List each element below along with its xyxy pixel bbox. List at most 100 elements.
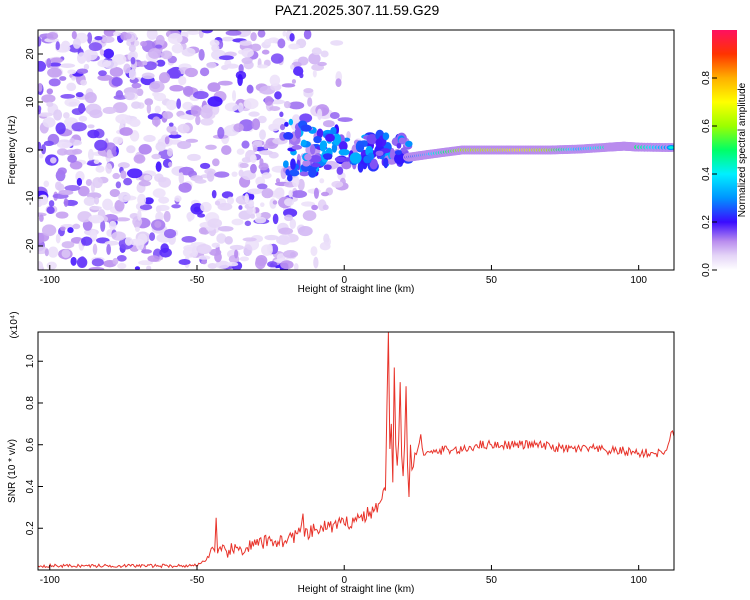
noise-blob xyxy=(114,199,125,212)
noise-blob xyxy=(269,106,281,111)
noise-blob xyxy=(211,242,221,248)
noise-blob xyxy=(66,82,77,92)
noise-blob xyxy=(112,136,123,145)
noise-blob xyxy=(246,207,254,214)
noise-blob xyxy=(152,188,166,198)
noise-blob xyxy=(78,256,87,268)
noise-blob xyxy=(112,150,117,157)
noise-blob xyxy=(119,127,133,136)
transition-blob xyxy=(405,140,413,148)
noise-blob xyxy=(38,36,42,47)
noise-blob xyxy=(226,196,235,205)
noise-blob xyxy=(178,259,191,266)
noise-blob xyxy=(142,60,148,66)
noise-blob xyxy=(215,260,230,269)
noise-blob xyxy=(206,170,215,182)
noise-blob xyxy=(50,157,57,164)
noise-blob xyxy=(178,75,187,86)
noise-blob xyxy=(112,172,121,180)
noise-blob xyxy=(156,59,166,67)
noise-blob xyxy=(60,226,66,231)
noise-blob xyxy=(171,204,181,209)
noise-blob xyxy=(256,183,268,190)
noise-blob xyxy=(249,154,257,163)
noise-blob xyxy=(269,74,281,87)
noise-blob xyxy=(185,30,200,35)
noise-blob xyxy=(207,82,221,93)
noise-blob xyxy=(143,197,154,205)
noise-blob xyxy=(57,167,67,175)
noise-blob xyxy=(115,181,122,189)
noise-blob xyxy=(258,162,269,171)
noise-blob xyxy=(48,200,55,207)
noise-blob xyxy=(307,97,313,107)
noise-blob xyxy=(182,101,194,111)
noise-blob xyxy=(149,80,165,93)
spectrogram-y-axis: -20 -10 0 10 20 xyxy=(25,48,43,253)
colorbar-tick-label: 0.8 xyxy=(701,71,712,85)
noise-blob xyxy=(102,106,117,115)
noise-blob xyxy=(38,141,42,151)
noise-blob xyxy=(226,261,239,267)
noise-blob xyxy=(91,258,104,267)
noise-blob xyxy=(108,220,117,230)
noise-blob xyxy=(155,211,164,222)
noise-blob xyxy=(267,37,280,44)
noise-blob xyxy=(217,202,233,211)
noise-blob xyxy=(169,84,184,92)
noise-blob xyxy=(143,174,152,181)
noise-blob xyxy=(261,49,270,55)
transition-blob xyxy=(311,163,321,168)
noise-blob xyxy=(83,63,90,70)
noise-blob xyxy=(201,30,213,34)
colorbar-tick-label: 0.4 xyxy=(701,167,712,181)
noise-blob xyxy=(128,44,136,53)
noise-blob xyxy=(157,177,167,183)
noise-blob xyxy=(44,248,49,257)
transition-blob xyxy=(286,174,293,182)
noise-blob xyxy=(83,196,96,206)
transition-blob xyxy=(313,136,322,144)
y-tick-label: 0 xyxy=(25,147,36,153)
noise-blob xyxy=(299,113,313,123)
noise-blob xyxy=(214,200,221,206)
colorbar-gradient xyxy=(712,30,737,270)
transition-blob xyxy=(300,124,312,132)
noise-blob xyxy=(87,129,100,139)
noise-blob xyxy=(131,82,142,89)
transition-blob xyxy=(302,159,311,167)
noise-blob xyxy=(46,261,57,270)
noise-blob xyxy=(231,171,238,177)
noise-blob xyxy=(198,255,211,260)
noise-blob xyxy=(163,228,177,239)
noise-blob xyxy=(181,235,197,243)
noise-blob xyxy=(278,227,294,235)
noise-blob xyxy=(238,63,244,74)
noise-blob xyxy=(38,214,44,222)
x-tick-label: 50 xyxy=(486,575,498,586)
noise-blob xyxy=(38,60,47,72)
noise-blob xyxy=(246,84,254,94)
x-tick-label: 0 xyxy=(341,575,347,586)
transition-blob xyxy=(330,126,337,135)
noise-blob xyxy=(237,102,244,113)
noise-blob xyxy=(346,131,351,140)
noise-blob xyxy=(322,120,335,128)
noise-blob xyxy=(320,191,330,197)
noise-blob xyxy=(83,49,98,61)
x-tick-label: 50 xyxy=(486,275,498,286)
noise-blob xyxy=(195,115,201,126)
noise-blob xyxy=(100,220,106,232)
noise-blob xyxy=(275,187,285,198)
noise-blob xyxy=(259,129,266,140)
noise-blob xyxy=(59,63,76,68)
noise-blob xyxy=(331,180,344,188)
noise-blob xyxy=(102,198,113,211)
noise-blob xyxy=(146,103,152,114)
noise-blob xyxy=(87,124,95,129)
noise-blob xyxy=(198,227,208,235)
transition-blob xyxy=(308,167,317,178)
noise-blob xyxy=(113,94,127,100)
noise-blob xyxy=(167,32,183,45)
